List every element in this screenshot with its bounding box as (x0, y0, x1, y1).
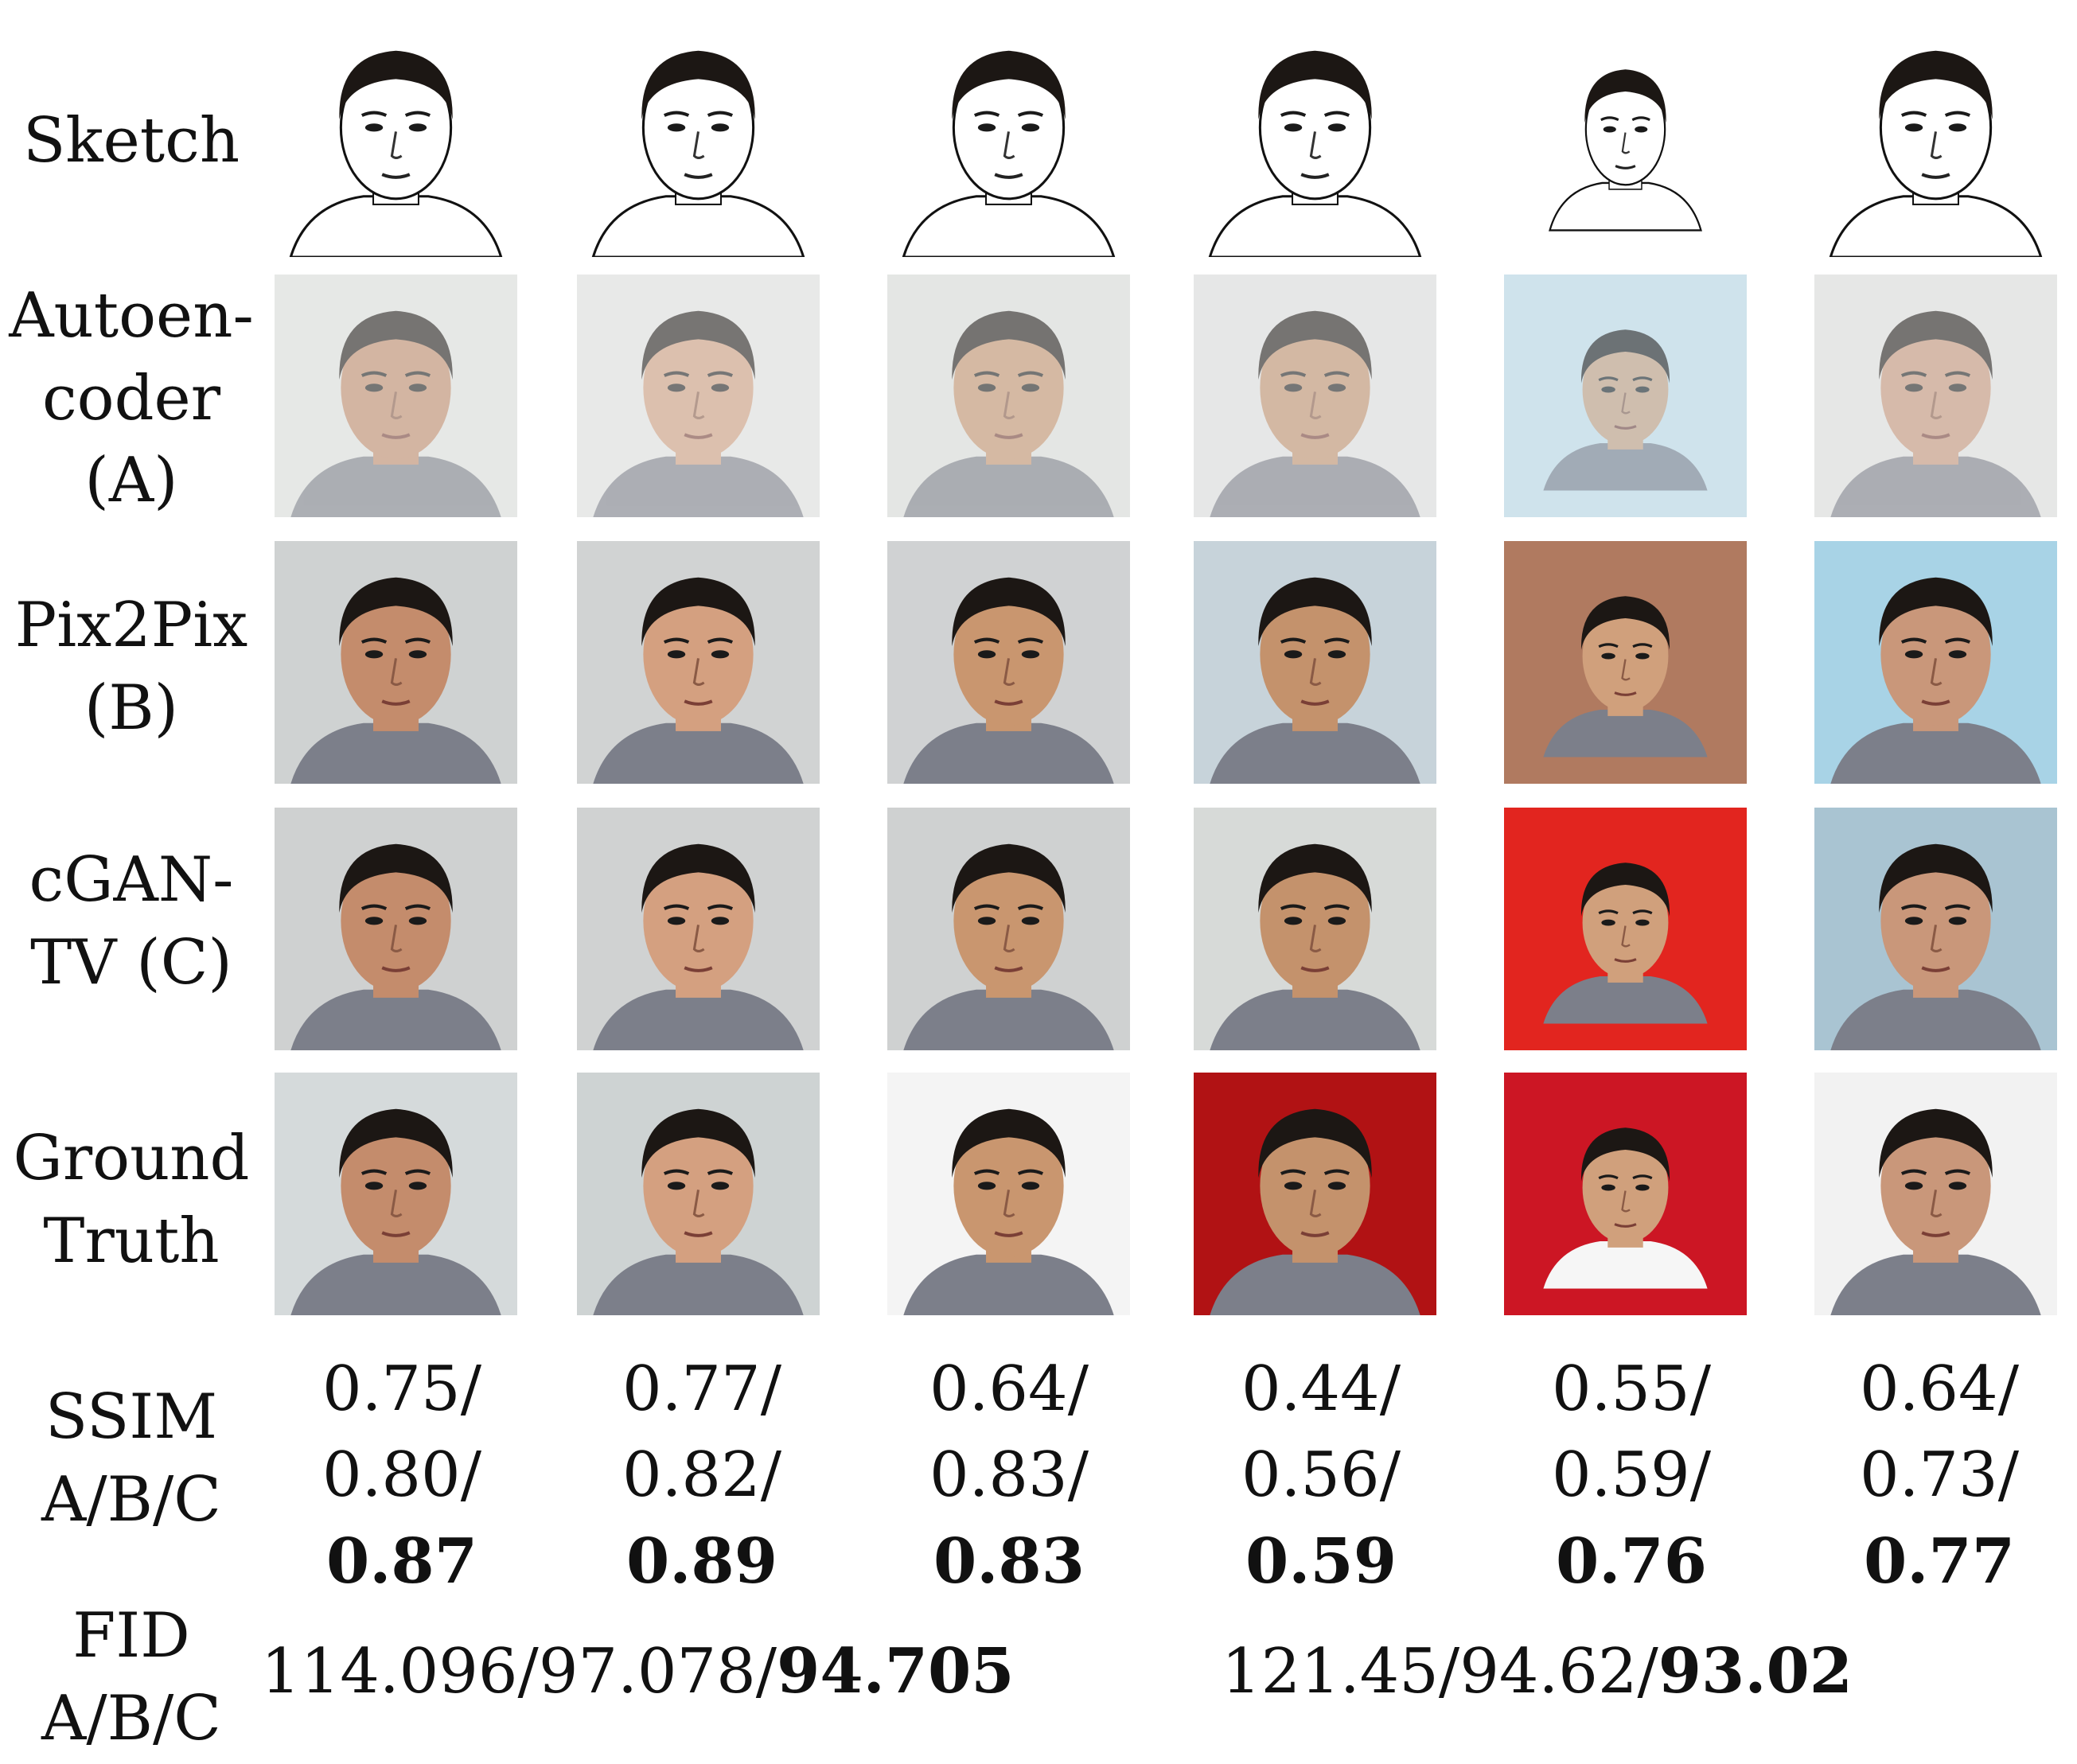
sketch-image-3 (887, 14, 1130, 257)
autoencoder-image-6 (1814, 275, 2057, 517)
fid-value-group-1: 114.096/97.078/94.705 (261, 1635, 1015, 1708)
ssim-col-3: 0.64/ 0.83/ 0.83 (866, 1346, 1152, 1605)
pix2pix-image-5 (1504, 541, 1747, 784)
row-label-sketch: Sketch (0, 100, 263, 183)
row-label-ground-truth: Ground Truth (0, 1118, 263, 1283)
cgan-image-6 (1814, 808, 2057, 1050)
cgan-image-4 (1194, 808, 1436, 1050)
autoencoder-image-5 (1504, 275, 1747, 517)
sketch-image-4 (1194, 14, 1436, 257)
pix2pix-image-1 (275, 541, 517, 784)
ground-image-5 (1504, 1073, 1747, 1315)
ground-image-6 (1814, 1073, 2057, 1315)
pix2pix-image-4 (1194, 541, 1436, 784)
cgan-image-1 (275, 808, 517, 1050)
autoencoder-image-2 (577, 275, 820, 517)
cgan-image-2 (577, 808, 820, 1050)
ground-image-3 (887, 1073, 1130, 1315)
pix2pix-image-2 (577, 541, 820, 784)
autoencoder-image-3 (887, 275, 1130, 517)
autoencoder-image-4 (1194, 275, 1436, 517)
ssim-col-5: 0.55/ 0.59/ 0.76 (1488, 1346, 1775, 1605)
ground-image-2 (577, 1073, 820, 1315)
ssim-col-2: 0.77/ 0.82/ 0.89 (559, 1346, 845, 1605)
cgan-image-5 (1504, 808, 1747, 1050)
ssim-col-1: 0.75/ 0.80/ 0.87 (259, 1346, 545, 1605)
cgan-image-3 (887, 808, 1130, 1050)
row-label-ssim: SSIM A/B/C (0, 1377, 263, 1541)
ground-image-1 (275, 1073, 517, 1315)
ground-image-4 (1194, 1073, 1436, 1315)
row-label-cgan: cGAN- TV (C) (0, 839, 263, 1004)
fid-value-group-2: 121.45/94.62/93.02 (1222, 1635, 1853, 1708)
autoencoder-image-1 (275, 275, 517, 517)
pix2pix-image-3 (887, 541, 1130, 784)
sketch-image-5 (1514, 14, 1737, 257)
sketch-image-2 (577, 14, 820, 257)
sketch-image-6 (1814, 14, 2057, 257)
row-label-pix2pix: Pix2Pix (B) (0, 585, 263, 750)
row-label-fid: FID A/B/C (0, 1595, 263, 1760)
ssim-col-6: 0.64/ 0.73/ 0.77 (1796, 1346, 2077, 1605)
ssim-col-4: 0.44/ 0.56/ 0.59 (1178, 1346, 1464, 1605)
row-label-autoencoder: Autoen- coder (A) (0, 275, 263, 523)
pix2pix-image-6 (1814, 541, 2057, 784)
sketch-image-1 (275, 14, 517, 257)
